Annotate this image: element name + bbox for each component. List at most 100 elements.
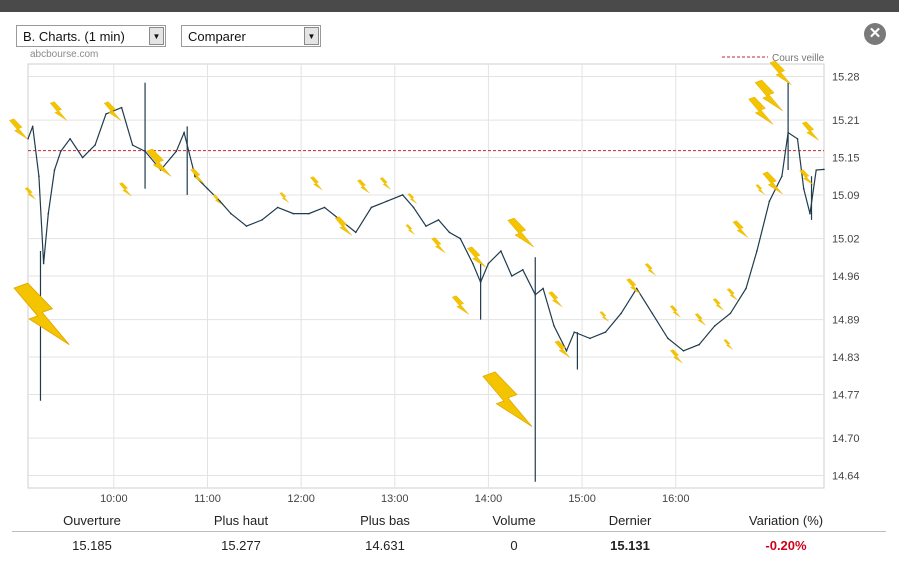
price-point xyxy=(292,212,295,215)
price-point xyxy=(729,312,732,315)
price-point xyxy=(589,337,591,340)
lightning-icon xyxy=(644,263,656,276)
lightning-icon xyxy=(694,313,706,326)
price-point xyxy=(245,225,248,227)
price-point xyxy=(194,175,196,178)
price-point xyxy=(511,275,513,277)
price-point xyxy=(131,144,134,146)
x-tick-label: 11:00 xyxy=(194,493,221,505)
price-point xyxy=(31,125,34,128)
lightning-icon xyxy=(599,311,609,322)
price-point xyxy=(370,206,373,209)
lightning-icon xyxy=(732,220,749,238)
compare-select[interactable]: Comparer ▼ xyxy=(181,25,321,47)
price-point xyxy=(401,194,404,196)
lightning-icon xyxy=(405,224,415,235)
chevron-down-icon[interactable]: ▼ xyxy=(304,27,319,45)
lightning-icon xyxy=(769,60,792,85)
background-top-bar xyxy=(0,0,899,12)
price-point xyxy=(459,237,462,240)
x-tick-label: 10:00 xyxy=(100,493,128,505)
lightning-icon xyxy=(801,121,820,141)
price-point xyxy=(69,138,71,140)
lightning-icon xyxy=(334,216,353,236)
price-point xyxy=(604,331,607,333)
lightning-icon xyxy=(754,79,783,112)
price-point xyxy=(437,219,440,221)
price-point xyxy=(323,206,326,209)
price-point xyxy=(38,175,40,178)
price-point xyxy=(809,212,811,215)
price-point xyxy=(802,187,805,190)
stat-value-open: 15.185 xyxy=(72,538,112,553)
stat-header-open: Ouverture xyxy=(63,513,121,528)
chevron-down-icon[interactable]: ▼ xyxy=(149,27,164,45)
lightning-icon xyxy=(726,288,738,301)
lightning-icon xyxy=(212,194,222,205)
price-point xyxy=(667,337,669,340)
price-point xyxy=(425,225,427,227)
lightning-icon xyxy=(799,169,814,186)
lightning-icon xyxy=(507,217,534,248)
stat-header-volume: Volume xyxy=(492,513,536,528)
lightning-icon xyxy=(379,177,391,190)
y-tick-label: 14.70 xyxy=(832,433,860,445)
price-point xyxy=(635,287,638,290)
y-tick-label: 14.83 xyxy=(832,352,860,364)
price-point xyxy=(698,343,700,346)
price-point xyxy=(81,156,84,159)
price-point xyxy=(42,262,45,265)
lightning-icon xyxy=(723,339,733,350)
price-point xyxy=(796,138,799,140)
lightning-icon xyxy=(49,101,68,121)
price-point xyxy=(823,168,825,171)
chart-type-select-label: B. Charts. (1 min) xyxy=(23,29,125,44)
price-point xyxy=(745,287,747,290)
price-point xyxy=(276,206,279,209)
price-point xyxy=(713,325,716,327)
y-tick-label: 14.64 xyxy=(832,471,860,483)
y-tick-label: 15.02 xyxy=(832,234,860,246)
price-point xyxy=(59,150,62,153)
price-point xyxy=(573,331,576,333)
y-tick-label: 14.89 xyxy=(832,315,860,327)
stat-header-last: Dernier xyxy=(608,513,652,528)
price-point xyxy=(487,262,490,265)
lightning-icon xyxy=(407,193,417,204)
chart-type-select[interactable]: B. Charts. (1 min) ▼ xyxy=(16,25,166,47)
lightning-icon xyxy=(554,340,571,358)
lightning-icon xyxy=(762,171,783,195)
price-chart: 15.28 15.21 15.15 15.09 15.02 14.96 14.89 14.83… xyxy=(9,53,860,505)
lightning-icon xyxy=(146,148,172,177)
stat-value-high: 15.277 xyxy=(221,538,261,553)
x-tick-label: 14:00 xyxy=(475,493,503,505)
lightning-icon xyxy=(24,187,36,200)
y-tick-label: 15.28 xyxy=(832,71,860,83)
y-tick-label: 15.21 xyxy=(832,115,860,127)
price-point xyxy=(183,131,185,134)
price-point xyxy=(756,250,758,252)
price-point xyxy=(412,206,415,209)
lightning-icon xyxy=(748,96,774,125)
price-point xyxy=(472,262,474,265)
site-watermark: abcbourse.com xyxy=(30,49,99,60)
stats-divider xyxy=(12,531,886,532)
price-point xyxy=(651,312,654,315)
price-point xyxy=(768,200,771,202)
lightning-icon xyxy=(669,305,681,318)
price-point xyxy=(105,113,107,115)
stat-header-low: Plus bas xyxy=(360,513,410,528)
lightning-icon xyxy=(431,237,446,254)
price-point xyxy=(175,150,178,153)
price-point xyxy=(53,169,56,171)
lightning-icon xyxy=(712,298,724,311)
close-icon[interactable]: ✕ xyxy=(864,23,886,45)
stat-header-high: Plus haut xyxy=(213,513,269,528)
price-point xyxy=(500,250,502,252)
lightning-icon xyxy=(9,118,28,140)
lightning-icon xyxy=(670,349,683,364)
stat-value-low: 14.631 xyxy=(365,538,405,553)
price-point xyxy=(219,200,221,202)
price-point xyxy=(120,106,123,109)
x-tick-label: 13:00 xyxy=(381,493,409,505)
